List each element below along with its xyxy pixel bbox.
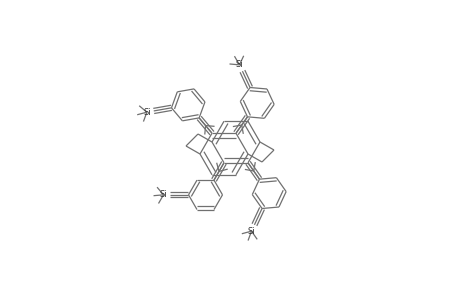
- Text: Si: Si: [143, 108, 151, 117]
- Text: Si: Si: [159, 190, 167, 199]
- Text: Si: Si: [235, 60, 243, 69]
- Text: Si: Si: [247, 227, 255, 236]
